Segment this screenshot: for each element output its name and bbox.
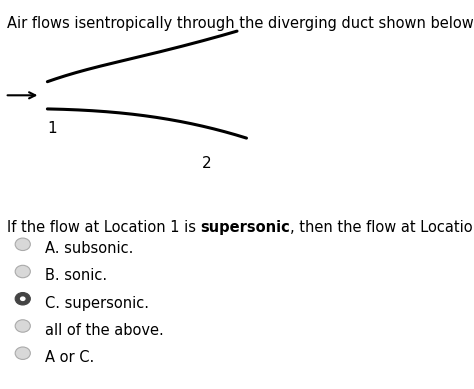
Circle shape — [15, 320, 30, 332]
Text: , then the flow at Location 2 can be: , then the flow at Location 2 can be — [291, 220, 474, 235]
Circle shape — [15, 238, 30, 251]
Text: 1: 1 — [47, 121, 57, 136]
Text: Air flows isentropically through the diverging duct shown below: Air flows isentropically through the div… — [7, 16, 474, 31]
Circle shape — [15, 265, 30, 278]
Text: If the flow at Location 1 is: If the flow at Location 1 is — [7, 220, 201, 235]
Text: supersonic: supersonic — [201, 220, 291, 235]
Circle shape — [15, 347, 30, 359]
Circle shape — [15, 293, 30, 305]
Text: B. sonic.: B. sonic. — [45, 268, 107, 284]
Text: A or C.: A or C. — [45, 350, 94, 365]
Text: C. supersonic.: C. supersonic. — [45, 296, 148, 311]
Text: A. subsonic.: A. subsonic. — [45, 241, 133, 256]
Text: all of the above.: all of the above. — [45, 323, 164, 338]
Circle shape — [20, 296, 26, 301]
Text: 2: 2 — [201, 156, 211, 171]
